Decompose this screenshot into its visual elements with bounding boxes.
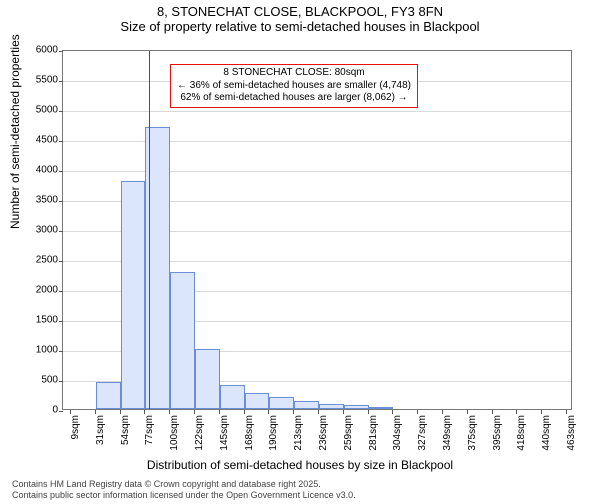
annotation-line1: 8 STONECHAT CLOSE: 80sqm [177,67,411,80]
histogram-bar [245,393,270,409]
histogram-bar [369,407,394,409]
xtick-mark [318,410,319,414]
xtick-mark [169,410,170,414]
histogram-bar [195,349,220,409]
histogram-chart: 0500100015002000250030003500400045005000… [62,50,572,410]
ytick-label: 5000 [14,105,58,116]
ytick-label: 3000 [14,225,58,236]
ytick-label: 1500 [14,315,58,326]
histogram-bar [121,181,146,409]
ytick-mark [59,171,63,172]
ytick-mark [59,141,63,142]
xtick-mark [541,410,542,414]
annotation-line3: 62% of semi-detached houses are larger (… [177,92,411,105]
ytick-label: 2000 [14,285,58,296]
ytick-mark [59,291,63,292]
xtick-mark [566,410,567,414]
histogram-bar [269,397,294,409]
xtick-mark [467,410,468,414]
histogram-bar [220,385,245,409]
ytick-label: 0 [14,405,58,416]
xtick-mark [293,410,294,414]
ytick-label: 5500 [14,75,58,86]
histogram-bar [344,405,369,409]
gridline [63,111,571,112]
ytick-mark [59,111,63,112]
chart-title: 8, STONECHAT CLOSE, BLACKPOOL, FY3 8FN S… [0,4,600,34]
ytick-label: 2500 [14,255,58,266]
xtick-mark [268,410,269,414]
ytick-mark [59,321,63,322]
ytick-mark [59,81,63,82]
annotation-line2: ← 36% of semi-detached houses are smalle… [177,80,411,93]
ytick-mark [59,201,63,202]
xtick-mark [343,410,344,414]
ytick-mark [59,51,63,52]
xtick-mark [244,410,245,414]
histogram-bar [294,401,319,409]
xtick-mark [417,410,418,414]
ytick-mark [59,351,63,352]
ytick-label: 3500 [14,195,58,206]
ytick-label: 500 [14,375,58,386]
credits-line1: Contains HM Land Registry data © Crown c… [12,479,356,490]
histogram-bar [170,272,195,409]
ytick-label: 4000 [14,165,58,176]
xtick-mark [95,410,96,414]
xtick-mark [120,410,121,414]
credits: Contains HM Land Registry data © Crown c… [12,479,356,502]
ytick-mark [59,381,63,382]
title-line2: Size of property relative to semi-detach… [0,19,600,34]
xtick-mark [392,410,393,414]
ytick-label: 6000 [14,45,58,56]
xtick-mark [219,410,220,414]
xtick-mark [70,410,71,414]
annotation-box: 8 STONECHAT CLOSE: 80sqm← 36% of semi-de… [170,64,418,108]
ytick-mark [59,261,63,262]
xtick-mark [368,410,369,414]
title-line1: 8, STONECHAT CLOSE, BLACKPOOL, FY3 8FN [0,4,600,19]
x-axis-label: Distribution of semi-detached houses by … [0,458,600,472]
xtick-mark [516,410,517,414]
gridline [63,141,571,142]
xtick-mark [194,410,195,414]
histogram-bar [96,382,121,409]
credits-line2: Contains public sector information licen… [12,490,356,501]
gridline [63,171,571,172]
ytick-label: 1000 [14,345,58,356]
xtick-mark [492,410,493,414]
ytick-mark [59,411,63,412]
ytick-label: 4500 [14,135,58,146]
xtick-mark [442,410,443,414]
histogram-bar [319,404,344,409]
marker-line [149,51,150,409]
ytick-mark [59,231,63,232]
xtick-mark [144,410,145,414]
